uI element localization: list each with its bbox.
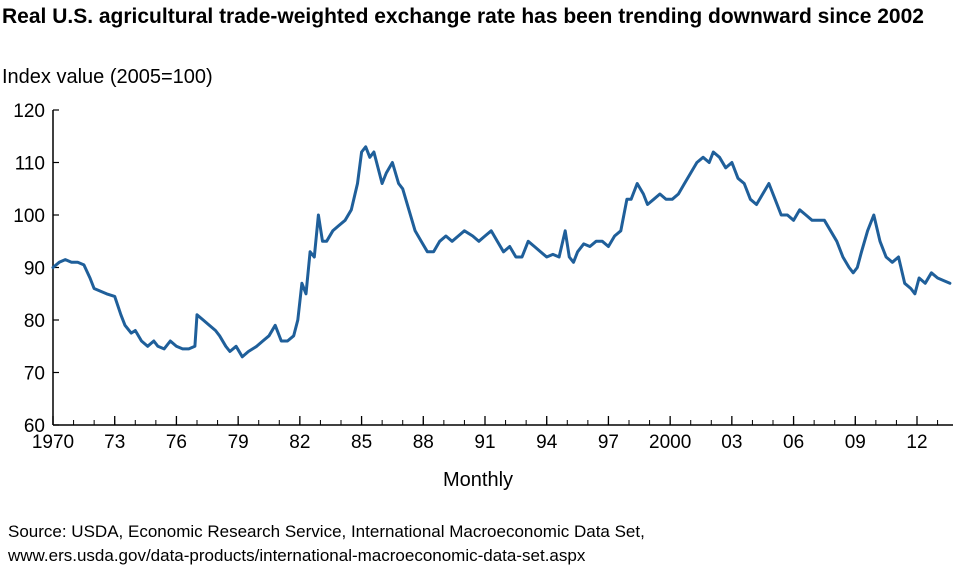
x-tick-label: 82 [289, 432, 310, 453]
chart-axes: 60 70 80 90 100 110 120 1970 73 76 79 82 85 88 91 94 97 2… [13, 101, 953, 453]
x-tick-label: 94 [536, 432, 558, 453]
x-tick-label: 1970 [32, 432, 74, 453]
x-tick-label: 79 [228, 432, 249, 453]
x-tick-label: 09 [845, 432, 866, 453]
y-tick-label: 90 [24, 259, 45, 280]
x-tick-label: 73 [104, 432, 125, 453]
x-tick-label: 03 [721, 432, 742, 453]
plot-area [51, 145, 952, 359]
x-tick-label: 12 [906, 432, 927, 453]
y-tick-label: 120 [13, 101, 45, 122]
x-tick-label: 85 [351, 432, 372, 453]
x-tick-label: 88 [413, 432, 434, 453]
source-note: Source: USDA, Economic Research Service,… [8, 520, 948, 568]
y-tick-label: 80 [24, 311, 45, 332]
series-line-0 [51, 145, 952, 359]
source-line-1: Source: USDA, Economic Research Service,… [8, 522, 645, 541]
y-tick-label: 70 [24, 364, 45, 385]
y-tick-label: 60 [24, 416, 45, 437]
y-tick-label: 100 [13, 206, 45, 227]
x-tick-label: 76 [166, 432, 187, 453]
x-tick-label: 97 [598, 432, 619, 453]
x-tick-label: 2000 [649, 432, 691, 453]
x-tick-label: 06 [783, 432, 804, 453]
chart-title: Real U.S. agricultural trade-weighted ex… [2, 5, 924, 28]
x-axis-label: Monthly [442, 469, 514, 491]
x-tick-label: 91 [474, 432, 495, 453]
y-axis-label: Index value (2005=100) [2, 66, 213, 88]
y-tick-label: 110 [15, 154, 45, 175]
source-line-2: www.ers.usda.gov/data-products/internati… [8, 546, 586, 565]
